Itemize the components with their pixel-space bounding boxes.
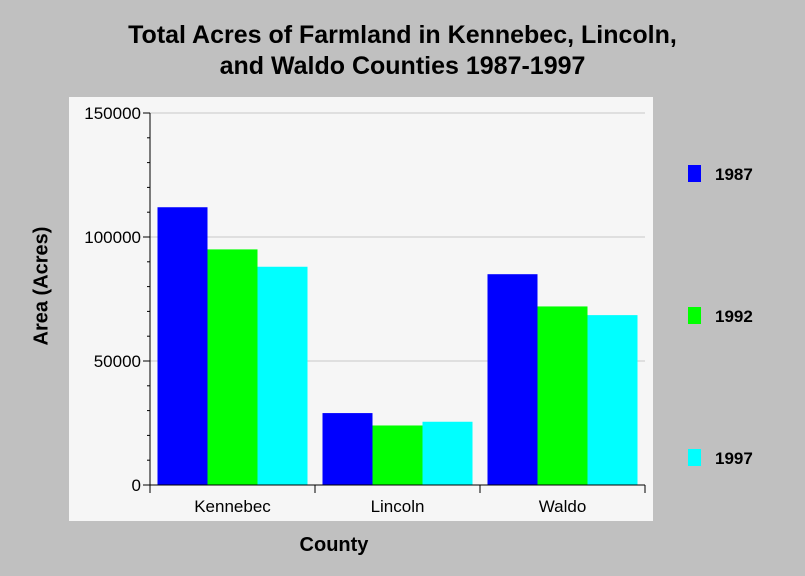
x-tick-label-lincoln: Lincoln <box>371 497 425 516</box>
bar-lincoln-1992 <box>372 425 423 485</box>
legend-swatch-1997 <box>688 449 701 466</box>
y-tick-label: 100000 <box>84 228 141 247</box>
bar-kennebec-1997 <box>257 266 308 485</box>
chart-title-line-1: Total Acres of Farmland in Kennebec, Lin… <box>128 21 677 49</box>
legend-label-1997: 1997 <box>715 449 753 468</box>
y-tick-label: 150000 <box>84 104 141 123</box>
bar-lincoln-1987 <box>322 413 373 485</box>
legend-label-1992: 1992 <box>715 307 753 326</box>
y-axis-label: Area (Acres) <box>30 226 53 346</box>
bar-waldo-1992 <box>537 306 588 485</box>
chart-title-line-2: and Waldo Counties 1987-1997 <box>219 52 586 80</box>
bar-waldo-1997 <box>587 315 638 485</box>
bar-lincoln-1997 <box>422 421 473 485</box>
legend-swatch-1987 <box>688 165 701 182</box>
legend-swatch-1992 <box>688 307 701 324</box>
x-tick-label-waldo: Waldo <box>539 497 587 516</box>
x-axis-label: County <box>299 534 369 556</box>
bar-kennebec-1992 <box>207 249 258 485</box>
x-tick-label-kennebec: Kennebec <box>194 497 271 516</box>
bar-waldo-1987 <box>487 274 538 485</box>
y-tick-label: 0 <box>132 476 141 495</box>
legend-label-1987: 1987 <box>715 165 753 184</box>
chart-title: Total Acres of Farmland in Kennebec, Lin… <box>0 20 805 82</box>
y-tick-label: 50000 <box>94 352 141 371</box>
bar-kennebec-1987 <box>157 207 208 486</box>
